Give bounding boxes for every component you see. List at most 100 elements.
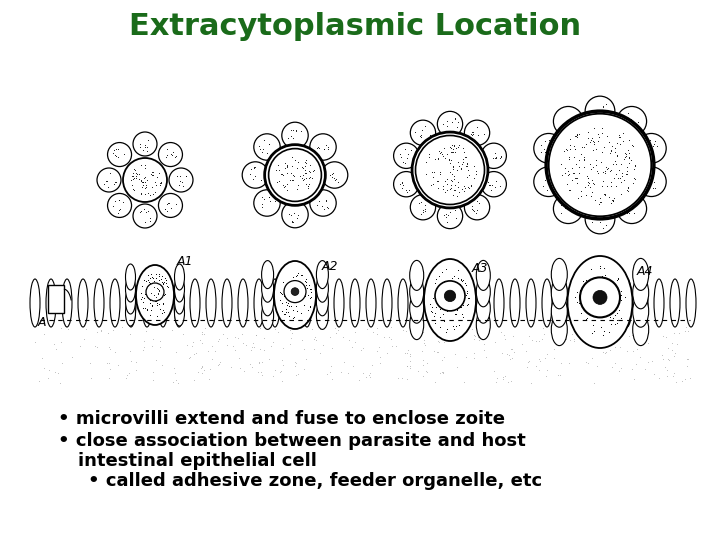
Ellipse shape	[477, 277, 490, 307]
Point	[295, 270, 307, 279]
Point	[385, 335, 397, 343]
Point	[401, 362, 413, 370]
Point	[288, 279, 300, 287]
Point	[490, 152, 502, 161]
Ellipse shape	[78, 279, 88, 327]
Point	[321, 203, 333, 212]
Point	[286, 168, 297, 177]
Point	[469, 161, 480, 170]
Point	[630, 119, 642, 127]
Point	[313, 144, 325, 152]
Point	[441, 325, 452, 333]
Point	[299, 169, 310, 178]
Point	[256, 193, 268, 201]
Point	[649, 137, 661, 145]
Point	[281, 185, 292, 194]
Point	[291, 277, 302, 286]
Ellipse shape	[316, 274, 328, 302]
Point	[624, 208, 635, 217]
Point	[537, 182, 549, 191]
Circle shape	[310, 190, 336, 216]
Point	[462, 288, 473, 297]
Point	[108, 179, 120, 188]
Point	[657, 332, 668, 341]
Point	[151, 299, 163, 307]
Point	[288, 218, 300, 226]
Point	[443, 210, 454, 219]
Point	[586, 134, 598, 143]
Point	[456, 158, 468, 166]
Point	[555, 208, 567, 217]
Point	[596, 148, 608, 157]
Point	[138, 298, 149, 307]
Point	[449, 171, 460, 180]
Point	[446, 147, 458, 156]
Point	[413, 323, 425, 332]
Text: A1: A1	[176, 255, 193, 268]
Point	[648, 370, 660, 379]
Point	[138, 337, 150, 346]
Point	[277, 171, 289, 179]
Point	[170, 369, 181, 377]
Point	[604, 313, 616, 321]
Point	[438, 369, 449, 377]
Point	[447, 163, 459, 172]
Point	[284, 291, 295, 300]
Circle shape	[265, 145, 325, 205]
Point	[324, 332, 336, 341]
Point	[148, 167, 159, 176]
Point	[320, 195, 332, 204]
Point	[303, 174, 315, 183]
Point	[305, 293, 317, 302]
Point	[437, 182, 449, 191]
Ellipse shape	[552, 295, 567, 327]
Point	[141, 305, 153, 313]
Point	[124, 368, 135, 377]
Point	[575, 192, 587, 200]
Point	[155, 178, 166, 186]
Point	[564, 336, 576, 345]
Point	[449, 309, 460, 318]
Point	[605, 305, 616, 314]
Point	[575, 333, 587, 341]
Point	[593, 309, 605, 318]
Point	[349, 338, 361, 347]
Point	[624, 204, 636, 213]
Point	[453, 162, 464, 171]
Point	[582, 133, 594, 142]
Point	[150, 180, 162, 189]
Point	[577, 143, 588, 151]
Point	[586, 353, 598, 362]
Point	[644, 151, 655, 159]
Circle shape	[97, 168, 121, 192]
Point	[113, 206, 125, 214]
Ellipse shape	[606, 279, 616, 327]
Point	[433, 272, 445, 281]
Point	[302, 182, 314, 191]
Ellipse shape	[142, 279, 152, 327]
Point	[294, 286, 305, 295]
Point	[433, 284, 444, 292]
Point	[490, 153, 502, 162]
Point	[466, 325, 477, 334]
Point	[516, 340, 528, 348]
Point	[451, 123, 463, 131]
Point	[562, 180, 573, 188]
Point	[174, 177, 186, 185]
Point	[589, 138, 600, 146]
Point	[555, 201, 567, 210]
Point	[284, 176, 296, 184]
Point	[564, 135, 575, 144]
Point	[576, 329, 588, 338]
Point	[621, 170, 632, 179]
Point	[237, 339, 248, 347]
Text: Extracytoplasmic Location: Extracytoplasmic Location	[129, 12, 581, 41]
Point	[585, 303, 597, 312]
Point	[574, 286, 585, 294]
Point	[382, 349, 393, 357]
Point	[233, 354, 245, 362]
Point	[257, 203, 269, 212]
Point	[473, 324, 485, 333]
Point	[431, 177, 443, 185]
Point	[459, 184, 471, 192]
